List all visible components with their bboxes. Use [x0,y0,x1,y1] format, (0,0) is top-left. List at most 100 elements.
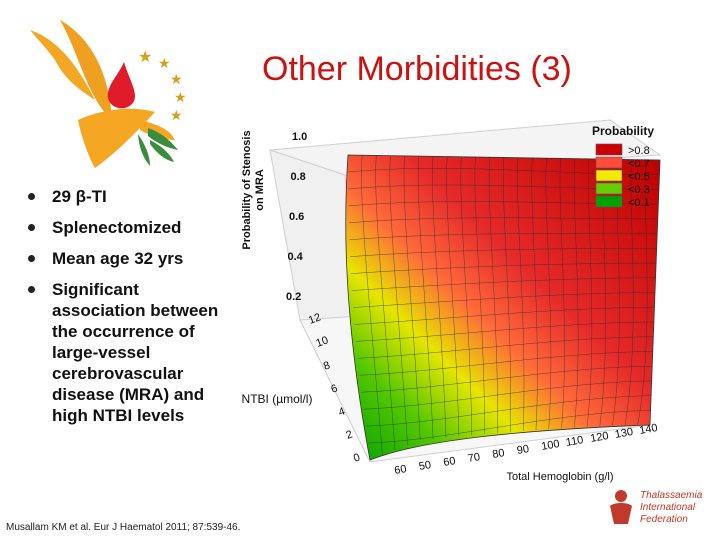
x-tick-label: 130 [614,426,634,441]
legend-swatch [595,182,623,195]
dove-logo: ★ ★ ★ ★ ★ [30,20,187,168]
mesh-line [351,277,660,291]
mesh-line [361,365,660,393]
mesh-line [361,155,383,459]
svg-text:★: ★ [158,55,171,71]
mesh-line [357,336,660,359]
y-tick-label: 4 [337,405,347,418]
mesh-line [531,157,538,440]
mesh-line [367,410,660,444]
svg-text:★: ★ [138,49,152,66]
x-tick-label: 60 [442,455,456,469]
mesh-line [375,155,396,457]
z-tick-label: 0.4 [288,251,304,263]
tif-line: International [640,502,696,513]
mesh-line [637,159,648,427]
mesh-line [474,157,485,446]
mesh-line [352,292,660,308]
mesh-line [403,155,422,454]
x-tick-label: 60 [393,463,407,477]
slide-title: Other Morbidities (3) [262,50,572,88]
mesh-line [349,217,660,224]
mesh-line [559,158,565,437]
y-axis-ticks: 0 2 4 6 8 10 12 [307,311,362,464]
tif-line: Federation [640,514,688,525]
mesh-line [349,233,660,240]
bullet-dot [28,224,35,231]
legend-label: <0.5 [628,171,650,183]
bullet-dot [28,193,35,200]
mesh-line [417,156,434,453]
mesh-line [517,157,525,441]
legend-swatch [595,156,623,169]
legend-label: >0.8 [628,145,650,157]
bullet-item: Splenectomized [28,217,233,238]
svg-text:★: ★ [170,107,183,123]
mesh-line [354,306,660,325]
tif-logo-text: Thalassaemia International Federation [640,490,702,526]
legend-label: <0.7 [628,158,650,170]
bullet-text: Splenectomized [52,218,182,237]
z-axis-ticks: 0.2 0.4 0.6 0.8 1.0 [286,131,307,303]
x-axis-label: Total Hemoglobin (g/l) [507,471,614,483]
y-tick-label: 8 [322,359,332,372]
mesh-line [586,158,593,433]
x-tick-label: 120 [589,430,609,445]
bullet-text: Mean age 32 yrs [52,249,184,268]
y-tick-label: 10 [314,334,330,349]
svg-text:★: ★ [174,89,187,105]
mesh-line [503,157,511,443]
tif-logo-icon [610,490,632,524]
legend-swatch [595,195,623,208]
mesh-line [355,321,660,342]
mesh-line [446,156,460,449]
legend: >0.8<0.7<0.5<0.3<0.1 [595,143,650,209]
mesh-line [363,380,660,410]
y-axis-label: NTBI (µmol/l) [242,392,313,406]
bullet-item: Mean age 32 yrs [28,248,233,269]
x-tick-label: 70 [467,451,481,465]
legend-swatch [595,143,623,156]
bullet-item: Significant association between the occu… [28,279,233,426]
z-tick-label: 0.6 [289,211,304,223]
tif-line: Thalassaemia [640,490,703,501]
bullet-dot [28,286,35,293]
mesh-line [573,158,579,435]
legend-swatch [595,169,623,182]
mesh-line [460,156,473,448]
y-tick-label: 0 [352,451,362,464]
probability-surface [345,154,661,461]
bullet-dot [28,255,35,262]
x-axis-ticks: 60 50 60 70 80 90 100 110 120 130 140 [393,422,658,477]
mesh-line [359,351,660,376]
bullet-text: 29 β-TI [52,187,107,206]
bullet-text: Significant association between the occu… [52,280,219,425]
mesh-line [350,262,660,274]
z-tick-label: 1.0 [292,131,307,143]
legend-title: Probability [592,124,654,138]
legend-label: <0.3 [628,184,650,196]
x-tick-label: 140 [638,422,658,437]
z-tick-label: 0.2 [286,291,301,303]
bullet-item: 29 β-TI [28,186,233,207]
mesh-line [545,158,552,438]
mesh-line [389,155,409,456]
z-tick-label: 0.8 [291,171,306,183]
legend-label: <0.1 [628,197,650,209]
mesh-line [365,395,660,427]
mesh-line [624,159,634,429]
mesh-line [432,156,447,451]
svg-text:★: ★ [170,71,183,87]
x-tick-label: 80 [491,447,505,461]
y-tick-label: 2 [344,428,354,441]
bullet-list: 29 β-TI Splenectomized Mean age 32 yrs S… [28,186,233,436]
x-tick-label: 50 [418,459,432,473]
y-tick-label: 12 [307,311,323,326]
mesh-line [488,157,498,445]
y-tick-label: 6 [329,382,339,395]
x-tick-label: 100 [540,438,560,453]
x-tick-label: 110 [565,434,584,449]
citation: Musallam KM et al. Eur J Haematol 2011; … [6,522,241,533]
mesh-line [350,248,660,257]
